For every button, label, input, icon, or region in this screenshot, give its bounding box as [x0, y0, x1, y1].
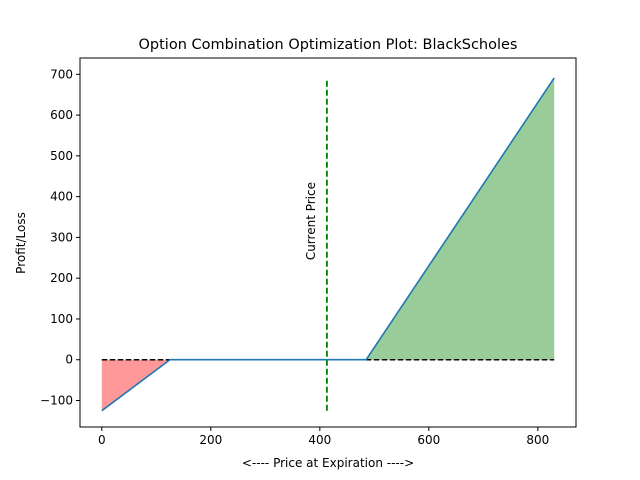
y-tick-label: 300 [50, 230, 73, 244]
payoff-line [101, 77, 555, 412]
chart-title: Option Combination Optimization Plot: Bl… [139, 37, 518, 53]
x-tick-label: 600 [417, 433, 440, 447]
y-tick-label: 200 [50, 271, 73, 285]
y-tick-label: 0 [65, 353, 73, 367]
y-axis-label: Profit/Loss [14, 212, 28, 274]
x-axis-label: <---- Price at Expiration ----> [242, 456, 414, 470]
x-tick-label: 800 [526, 433, 549, 447]
plot-area: Current Price [101, 77, 555, 412]
y-tick-label: 700 [50, 67, 73, 81]
y-tick-label: 400 [50, 190, 73, 204]
y-tick-label: −100 [40, 393, 73, 407]
x-axis-ticks: 0 200 400 600 800 [98, 427, 549, 447]
y-axis-ticks: −100 0 100 200 300 400 500 600 700 [40, 67, 80, 407]
current-price-annotation: Current Price [304, 182, 318, 260]
plot-frame [79, 57, 577, 428]
y-tick-label: 600 [50, 108, 73, 122]
x-tick-label: 0 [98, 433, 106, 447]
x-tick-label: 400 [308, 433, 331, 447]
y-tick-label: 100 [50, 312, 73, 326]
x-tick-label: 200 [199, 433, 222, 447]
y-tick-label: 500 [50, 149, 73, 163]
